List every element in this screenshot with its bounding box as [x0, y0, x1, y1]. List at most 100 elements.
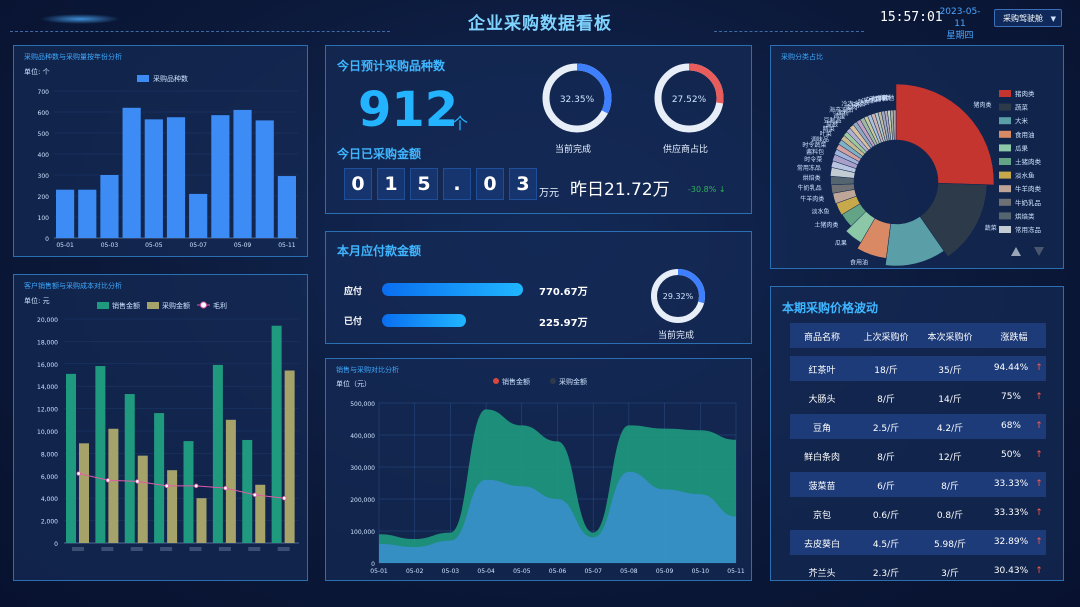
slice-label: 食用油 [850, 258, 868, 266]
legend-label[interactable]: 瓜果 [1015, 144, 1029, 152]
table-cell: 18/斤 [874, 366, 898, 376]
panel-title: 采购品种数与采购量按年份分析 [24, 53, 122, 61]
table-cell: 5.98/斤 [933, 540, 967, 550]
dashboard-select[interactable]: 采购驾驶舱 ▼ [994, 9, 1062, 27]
x-tick-label: 05-01 [370, 568, 388, 575]
point-profit [164, 483, 170, 489]
legend-page-up-icon[interactable] [1011, 247, 1021, 256]
legend-swatch [999, 103, 1011, 111]
table-cell: 0.6/斤 [872, 511, 900, 521]
y-tick-label: 10,000 [37, 429, 58, 436]
legend-label[interactable]: 食用油 [1015, 130, 1035, 139]
slice-label: 猪肉类 [974, 101, 992, 109]
payable-progress-bar [382, 283, 523, 296]
legend-swatch [999, 212, 1011, 220]
ring-progress-completion: 32.35% [542, 63, 612, 133]
table-cell: 33.33% [993, 508, 1029, 518]
x-tick-label: 05-03 [101, 242, 119, 249]
bar [100, 175, 119, 238]
x-tick-label: 05-05 [145, 242, 163, 249]
payable-title: 本月应付款金额 [337, 244, 422, 258]
slice-label: 海产冻品 [829, 106, 853, 114]
legend-swatch [999, 117, 1011, 125]
bar-purchase [196, 498, 207, 543]
x-tick-label: 05-01 [56, 242, 74, 249]
amount-digit: 0 [476, 168, 504, 200]
table-cell: 3/斤 [941, 569, 959, 579]
slice-label: 蔬菜 [985, 224, 997, 232]
table-cell: 35/斤 [938, 366, 962, 376]
y-tick-label: 8,000 [41, 451, 58, 458]
legend-swatch [999, 185, 1011, 193]
x-tick-label: 05-05 [513, 568, 531, 575]
legend-label[interactable]: 大米 [1015, 116, 1029, 125]
table-cell: 75% [1000, 392, 1021, 402]
legend-label[interactable]: 淡水鱼 [1015, 171, 1035, 180]
yesterday-amount: 昨日21.72万 [570, 180, 670, 200]
y-tick-label: 16,000 [37, 362, 58, 369]
y-tick-label: 20,000 [37, 317, 58, 324]
table-row: 大肠头 8/斤 14/斤 75% ↑ [790, 385, 1046, 410]
legend-label[interactable]: 烘焙类 [1015, 211, 1035, 220]
x-tick-label: 05-06 [549, 568, 567, 575]
ring-fill [542, 63, 612, 133]
table-cell: 去皮葵白 [803, 540, 840, 550]
up-arrow-icon: ↑ [1035, 566, 1043, 576]
pie-slice [892, 109, 897, 141]
legend-label[interactable]: 常用冻品 [1015, 225, 1041, 234]
x-tick-label: 05-11 [727, 568, 745, 575]
bar [277, 176, 296, 238]
amount-digit: 1 [377, 168, 405, 200]
paid-value: 225.97万 [539, 318, 588, 329]
bar-sales [66, 373, 76, 543]
slice-label: 瓜果 [835, 240, 847, 247]
slice-label: 叶菜 [820, 130, 832, 138]
y-tick-label: 18,000 [37, 339, 58, 346]
legend-label[interactable]: 牛奶乳品 [1015, 198, 1041, 207]
point-profit [135, 479, 140, 484]
table-cell: 豆角 [812, 424, 831, 434]
legend-page-down-icon[interactable] [1034, 247, 1044, 256]
legend-label[interactable]: 蔬菜 [1015, 103, 1029, 112]
slice-label: 饮料 [873, 95, 885, 103]
y-tick-label: 400 [38, 152, 50, 159]
legend-label-sales: 销售金额 [502, 377, 530, 386]
table-cell: 6/斤 [877, 482, 895, 492]
bar-purchase [225, 419, 236, 543]
legend-swatch-sales [97, 302, 109, 309]
bar-sales [242, 439, 253, 543]
x-tick-label: 05-02 [406, 568, 424, 575]
ring-label: 供应商占比 [663, 145, 709, 155]
legend-swatch [137, 75, 149, 82]
legend-label: 采购品种数 [153, 74, 188, 83]
slice-label: 鱼类 [879, 94, 891, 102]
table-cell: 8/斤 [941, 482, 959, 492]
bar-purchase [79, 443, 89, 543]
legend-label[interactable]: 牛羊肉类 [1015, 184, 1042, 193]
bar-purchase [167, 470, 178, 543]
up-arrow-icon: ↑ [1035, 363, 1043, 373]
slice-label: 牛羊肉类 [800, 195, 824, 203]
legend-marker-profit [200, 301, 207, 309]
legend-swatch [999, 90, 1011, 97]
slice-label: 烘焙类 [803, 174, 821, 182]
slice-label: 冻品 [862, 97, 874, 105]
amount-unit: 万元 [539, 188, 559, 199]
header: 企业采购数据看板 15:57:01 2023-05-11 星期四 采购驾驶舱 ▼ [0, 0, 1080, 41]
panel-title: 采购分类占比 [781, 53, 823, 61]
panel-sales-purchase-area: 销售与采购对比分析 单位（元） 销售金额 采购金额 0 100,000 200,00… [325, 358, 752, 581]
x-tick-label: 05-04 [477, 568, 495, 575]
panel-title: 客户销售额与采购成本对比分析 [24, 282, 122, 290]
slice-label: 时令菜 [804, 155, 822, 163]
legend-marker-purchase [550, 378, 556, 384]
x-tick-label-blurred [248, 547, 261, 551]
weekday-text: 星期四 [946, 31, 974, 41]
panel-sales-cost: 客户销售额与采购成本对比分析 单位: 元 销售金额 采购金额 毛利 0 2,000… [13, 274, 308, 581]
legend-label[interactable]: 猪肉类 [1015, 89, 1035, 98]
table-cell: 菠菜苗 [808, 482, 836, 492]
bar [189, 193, 208, 238]
ring-progress-payment: 29.32% [651, 269, 705, 323]
table-cell: 4.2/斤 [936, 424, 964, 434]
y-tick-label: 700 [38, 89, 50, 96]
legend-label[interactable]: 土猪肉类 [1015, 157, 1042, 166]
